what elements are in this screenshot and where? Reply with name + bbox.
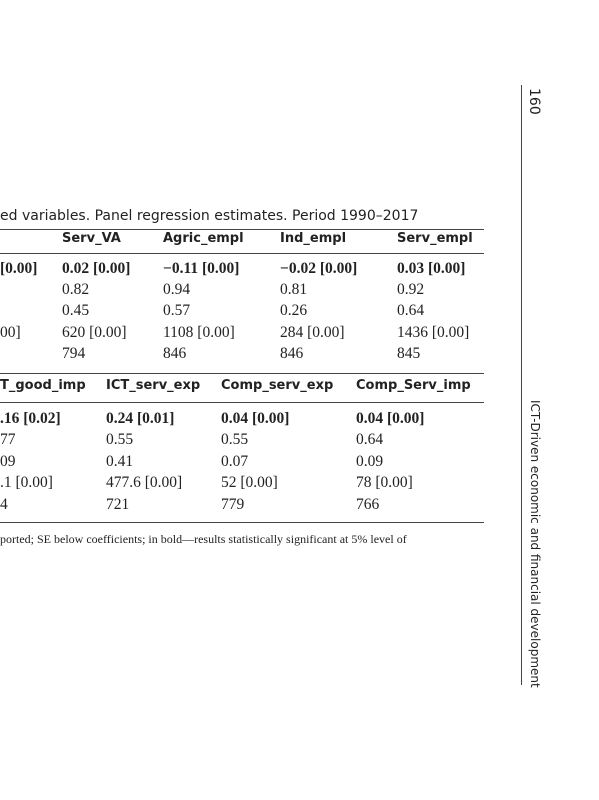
- cell: 766: [356, 495, 380, 513]
- cell: .16 [0.02]: [0, 410, 61, 427]
- cell: 0.04 [0.00]: [356, 410, 425, 427]
- column-header: Serv_VA: [62, 231, 121, 246]
- table-note: ported; SE below coefficients; in bold—r…: [0, 532, 407, 546]
- rule: [0, 373, 484, 374]
- rule: [0, 229, 484, 230]
- cell: 0.04 [0.00]: [221, 410, 290, 427]
- cell: 0.64: [397, 302, 425, 320]
- cell: 1436 [0.00]: [397, 323, 470, 341]
- column-header: Ind_empl: [280, 231, 347, 246]
- cell: 0.07: [221, 452, 249, 470]
- cell: 0.92: [397, 281, 425, 299]
- cell: 0.09: [356, 452, 384, 470]
- cell: 845: [397, 344, 421, 362]
- cell: 0.45: [62, 302, 90, 320]
- cell: 0.81: [280, 281, 308, 299]
- caption: ed variables. Panel regression estimates…: [0, 208, 419, 224]
- cell: −0.11 [0.00]: [163, 260, 240, 277]
- cell: 0.26: [280, 302, 308, 320]
- cell: 0.64: [356, 431, 384, 449]
- column-header: Agric_empl: [163, 231, 244, 246]
- cell: 0.55: [221, 431, 249, 449]
- cell: 77: [0, 431, 16, 449]
- cell: 779: [221, 495, 245, 513]
- cell: 0.41: [106, 452, 134, 470]
- column-header: ICT_serv_exp: [106, 378, 201, 393]
- running-title: ICT-Driven economic and financial develo…: [528, 400, 542, 688]
- cell: 1108 [0.00]: [163, 323, 235, 341]
- cell: 4: [0, 495, 8, 513]
- column-header: Serv_empl: [397, 231, 473, 246]
- cell: 846: [163, 344, 187, 362]
- margin-rule: [521, 85, 522, 685]
- cell: 0.94: [163, 281, 191, 299]
- cell: 0.57: [163, 302, 191, 320]
- cell: 78 [0.00]: [356, 474, 413, 492]
- cell: 477.6 [0.00]: [106, 474, 183, 492]
- cell: 00]: [0, 323, 21, 341]
- cell: 0.82: [62, 281, 90, 299]
- column-header: Comp_serv_exp: [221, 378, 334, 393]
- cell: 0.03 [0.00]: [397, 260, 466, 277]
- cell: 846: [280, 344, 304, 362]
- cell: [0.00]: [0, 260, 38, 277]
- page-number: 160: [526, 88, 542, 115]
- cell: 0.55: [106, 431, 134, 449]
- cell: 09: [0, 452, 16, 470]
- cell: 284 [0.00]: [280, 323, 345, 341]
- cell: .1 [0.00]: [0, 474, 53, 492]
- column-header: T_good_imp: [0, 378, 86, 393]
- cell: 0.24 [0.01]: [106, 410, 175, 427]
- column-header: Comp_Serv_imp: [356, 378, 471, 393]
- cell: 620 [0.00]: [62, 323, 127, 341]
- cell: 0.02 [0.00]: [62, 260, 131, 277]
- rule: [0, 402, 484, 403]
- cell: 721: [106, 495, 130, 513]
- rule: [0, 522, 484, 523]
- cell: 794: [62, 344, 86, 362]
- cell: −0.02 [0.00]: [280, 260, 358, 277]
- cell: 52 [0.00]: [221, 474, 278, 492]
- rule: [0, 253, 484, 254]
